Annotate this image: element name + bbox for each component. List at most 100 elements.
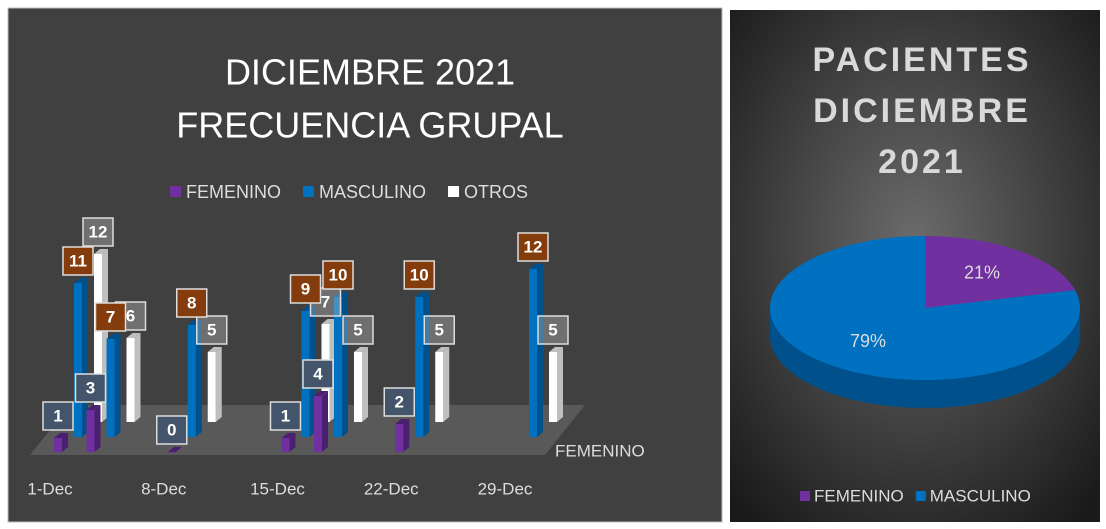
legend-label: FEMENINO xyxy=(814,486,904,505)
data-label-box xyxy=(94,302,127,332)
bar-side xyxy=(362,347,368,422)
data-label: 3 xyxy=(86,378,95,397)
data-label: 5 xyxy=(207,320,216,339)
bar-side xyxy=(94,405,101,452)
data-label: 12 xyxy=(89,222,108,241)
legend-label: FEMENINO xyxy=(186,182,281,202)
data-label: 5 xyxy=(548,320,557,339)
data-label: 6 xyxy=(126,306,135,325)
data-label: 0 xyxy=(167,420,176,439)
bar xyxy=(94,254,102,422)
bar xyxy=(395,424,404,452)
bar-side xyxy=(537,264,543,437)
series-axis-label: FEMENINO xyxy=(555,441,645,460)
bar-side xyxy=(557,347,563,422)
bar-top xyxy=(529,264,543,269)
bar-top xyxy=(549,347,563,352)
data-label-box xyxy=(176,288,208,318)
x-tick-label: 29-Dec xyxy=(478,479,533,498)
data-label: 5 xyxy=(435,320,444,339)
bar xyxy=(207,352,216,422)
bar xyxy=(354,352,362,422)
data-label-box xyxy=(383,387,415,417)
pie-label: 79% xyxy=(850,331,886,351)
bar-side xyxy=(215,347,222,422)
bar-side xyxy=(134,333,141,422)
bar xyxy=(334,297,342,437)
data-label-box xyxy=(423,315,455,345)
bar xyxy=(314,396,322,452)
legend-label: OTROS xyxy=(464,182,528,202)
bar-top xyxy=(54,433,68,438)
data-label-box xyxy=(62,246,94,276)
bar-side xyxy=(195,320,202,437)
data-label: 1 xyxy=(53,406,62,425)
data-label: 7 xyxy=(106,307,115,326)
legend-swatch xyxy=(303,186,315,197)
bar-side xyxy=(403,419,410,452)
data-label: 4 xyxy=(313,364,323,383)
data-label-box xyxy=(517,232,549,262)
data-label-box xyxy=(74,373,107,403)
pie-label: 21% xyxy=(964,263,1000,283)
bar-side xyxy=(62,433,68,452)
bar-side xyxy=(342,292,348,437)
bar-top xyxy=(74,278,88,283)
data-label-box xyxy=(322,260,354,290)
bar-top xyxy=(435,347,450,352)
x-tick-label: 15-Dec xyxy=(250,479,305,498)
bar-top xyxy=(106,334,121,339)
data-label-box xyxy=(196,315,228,345)
bar xyxy=(415,297,424,437)
data-label: 10 xyxy=(410,265,429,284)
bar xyxy=(106,339,115,437)
data-label: 8 xyxy=(187,293,196,312)
data-label-box xyxy=(156,415,188,445)
data-label: 11 xyxy=(69,251,87,270)
data-label-box xyxy=(537,315,569,345)
chart-title: FRECUENCIA GRUPAL xyxy=(176,105,563,146)
bar-side xyxy=(114,334,121,437)
pie-slice xyxy=(770,236,1080,380)
bar-top xyxy=(187,320,202,325)
bar-side xyxy=(423,292,430,437)
data-label: 2 xyxy=(395,392,404,411)
bar-top xyxy=(314,391,328,396)
bar-side xyxy=(443,347,450,422)
bar-side xyxy=(289,433,296,452)
legend-swatch xyxy=(915,491,926,501)
x-tick-label: 22-Dec xyxy=(364,479,419,498)
legend-label: MASCULINO xyxy=(319,182,426,202)
bar-top xyxy=(354,347,368,352)
data-label-box xyxy=(42,401,74,431)
bar-top xyxy=(415,292,430,297)
data-label-box xyxy=(403,260,435,290)
bar xyxy=(86,410,95,452)
bar-top xyxy=(94,249,108,254)
bar xyxy=(529,269,537,437)
legend-swatch xyxy=(170,186,181,197)
data-label: 5 xyxy=(353,320,362,339)
data-label: 7 xyxy=(321,292,330,311)
chart-title: DICIEMBRE 2021 xyxy=(225,52,515,93)
bar-top xyxy=(207,347,222,352)
bar-top xyxy=(321,319,336,324)
bar-top xyxy=(281,433,296,438)
data-label-box xyxy=(302,359,334,389)
legend-swatch xyxy=(448,186,460,197)
bar-top xyxy=(126,333,141,338)
data-label-box xyxy=(289,274,322,304)
x-tick-label: 1-Dec xyxy=(27,479,73,498)
bar xyxy=(167,452,176,453)
chart-title: 2021 xyxy=(878,143,966,181)
bar-top xyxy=(86,405,101,410)
bar-top xyxy=(301,306,316,311)
bar xyxy=(435,352,444,422)
bar xyxy=(54,438,62,452)
legend-swatch xyxy=(800,491,810,501)
data-label-box xyxy=(269,401,302,431)
bar xyxy=(281,438,290,452)
bar xyxy=(187,325,196,437)
data-label-box xyxy=(342,315,374,345)
bar xyxy=(74,283,82,437)
